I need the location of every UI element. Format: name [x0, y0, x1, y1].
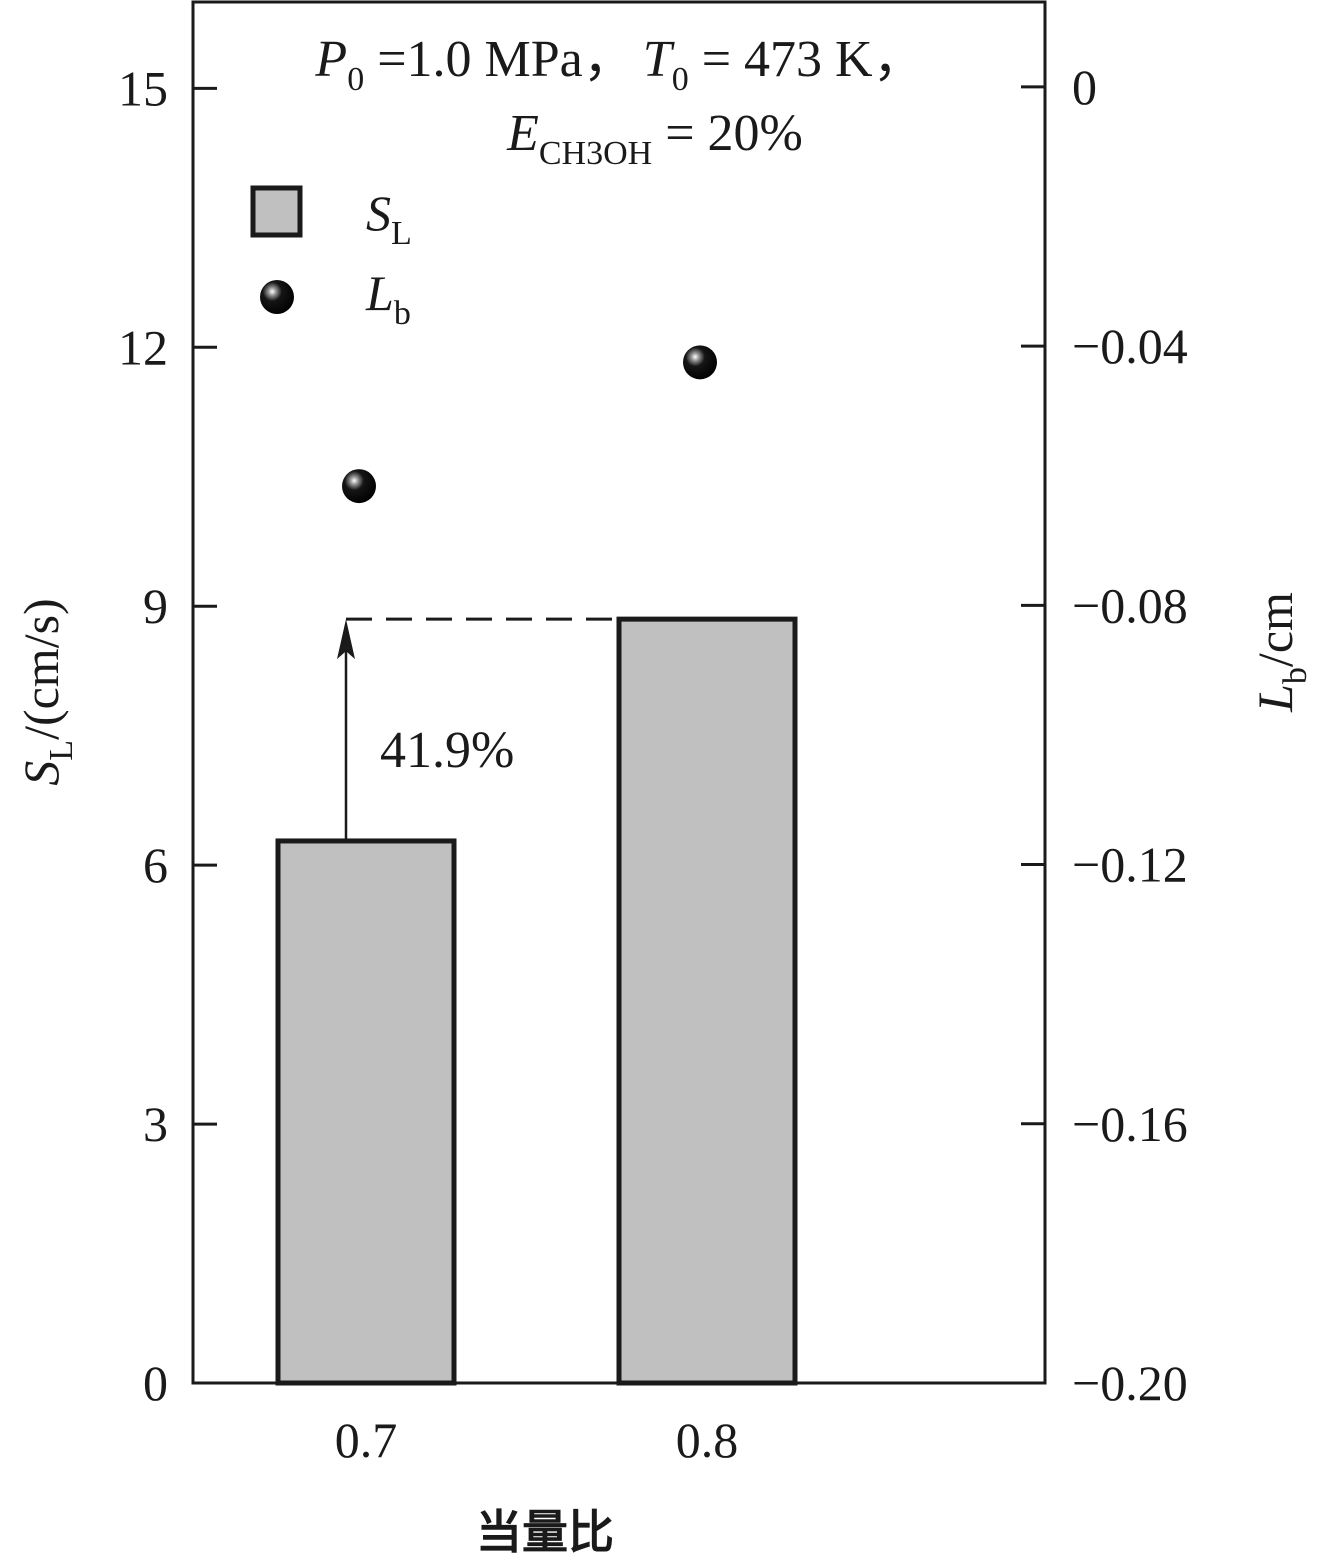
right-tick-label: −0.12 [1072, 837, 1188, 893]
legend-square-icon [250, 185, 303, 238]
left-axis-title: SL/(cm/s) [13, 598, 80, 785]
right-tick-label: −0.04 [1072, 318, 1188, 374]
left-tick-label: 9 [143, 578, 168, 634]
right-tick-label: 0 [1072, 59, 1097, 115]
left-tick-label: 15 [118, 60, 168, 116]
legend-label-sl: SL [366, 185, 412, 252]
legend-circle-icon [260, 280, 294, 314]
x-tick-label: 0.7 [335, 1412, 398, 1468]
left-tick-label: 0 [143, 1355, 168, 1411]
right-tick-label: −0.08 [1072, 577, 1188, 633]
lb-marker [342, 469, 376, 504]
left-tick-label: 12 [118, 319, 168, 375]
conditions-line-1: P0 =1.0 MPa， T0 = 473 K， [314, 31, 924, 98]
right-axis-title: Lb/cm [1247, 592, 1314, 713]
conditions-line-2: ECH3OH = 20% [506, 105, 803, 172]
increase-percent-label: 41.9% [380, 722, 514, 779]
lb-marker [683, 345, 717, 380]
legend-label-lb: Lb [365, 265, 411, 332]
right-tick-label: −0.20 [1072, 1355, 1188, 1411]
right-tick-label: −0.16 [1072, 1096, 1188, 1152]
left-tick-label: 6 [143, 837, 168, 893]
sl-bar [616, 616, 798, 1386]
increase-arrow-head-icon [337, 619, 355, 660]
x-axis-title: 当量比 [476, 1505, 614, 1559]
left-tick-label: 3 [143, 1096, 168, 1152]
legend: SL Lb [250, 185, 412, 332]
sl-bar [275, 838, 457, 1386]
x-tick-label: 0.8 [676, 1412, 739, 1468]
